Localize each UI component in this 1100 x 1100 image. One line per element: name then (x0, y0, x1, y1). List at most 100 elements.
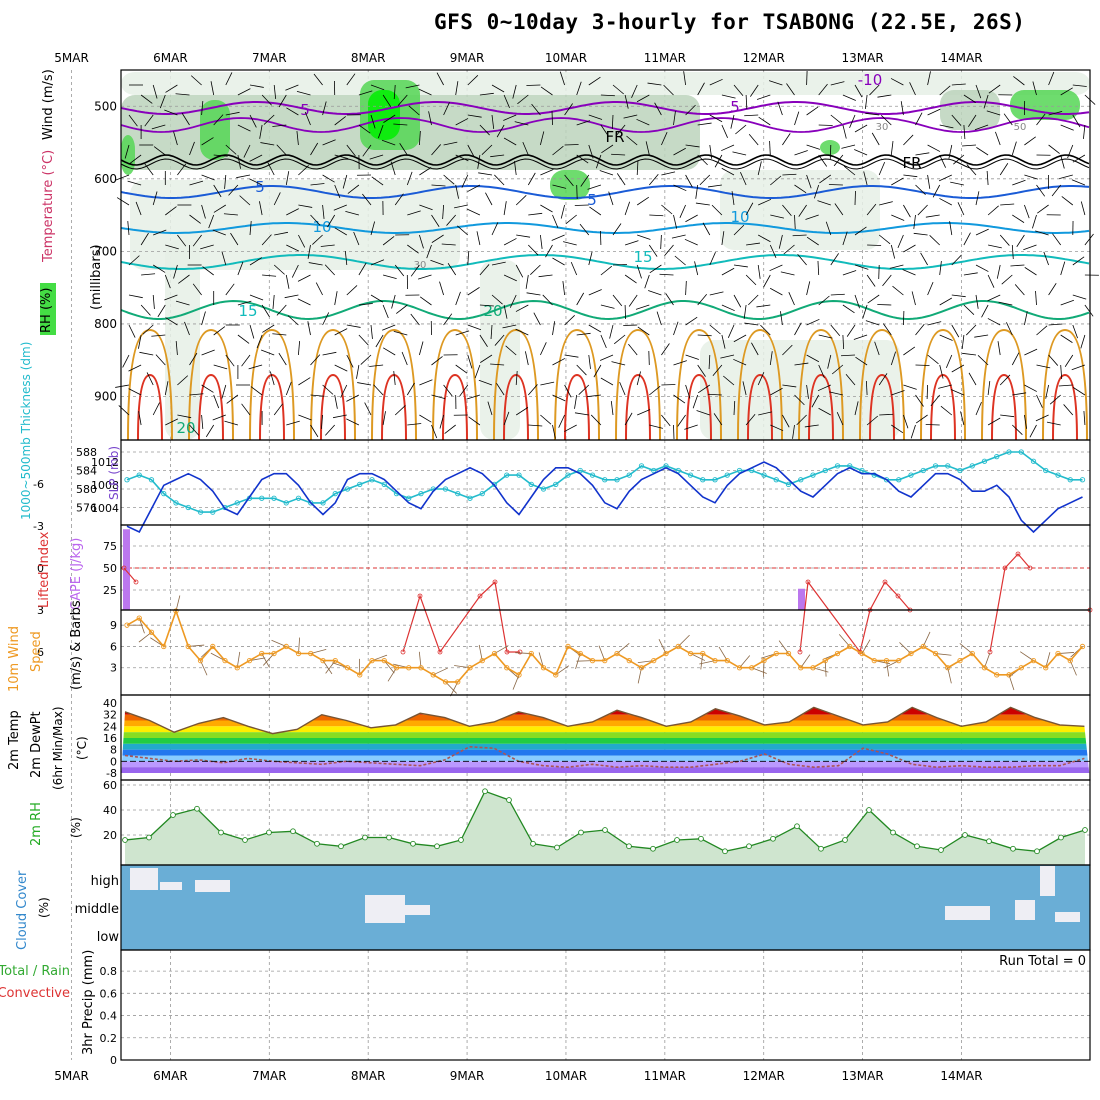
wind-barb (927, 144, 941, 152)
wind10m-barb (959, 643, 973, 654)
wind-barb (879, 413, 894, 416)
wind-barb (530, 264, 541, 276)
wind-barb (777, 101, 783, 116)
rh-point (1058, 834, 1064, 841)
wind-barb (490, 363, 505, 366)
wind-barb (782, 173, 797, 176)
thickness-point (553, 481, 559, 488)
wind-barb (419, 131, 421, 146)
wind10m-barb (1057, 652, 1074, 654)
wind-barb (503, 304, 508, 319)
date-label-top: 13MAR (841, 51, 883, 65)
wind-barb (259, 201, 263, 216)
wind-barb (1084, 233, 1094, 246)
wind-barb (661, 204, 673, 215)
wind-barb (164, 294, 178, 301)
wind10m-barb (861, 639, 871, 654)
wind10m-barb (884, 660, 899, 669)
wind-barb (825, 221, 832, 236)
pressure-tick-label: 800 (94, 317, 117, 331)
wind10m-point (565, 643, 571, 650)
rh-point (650, 845, 656, 852)
wind-barb (957, 202, 965, 216)
wind-barb (129, 154, 142, 164)
li-line (124, 554, 1090, 652)
wind-barb (272, 333, 287, 336)
wind-barb (757, 372, 765, 386)
wind-barb (927, 354, 939, 365)
wind10m-barb (200, 660, 208, 676)
cape-axis-label: CAPE (J/kg) (69, 538, 84, 610)
rh-point (386, 834, 392, 841)
rh-point (290, 828, 296, 835)
wind-barb (165, 418, 179, 426)
li-point (1027, 565, 1033, 571)
rh-point (434, 843, 440, 850)
wind-barb (552, 394, 566, 402)
wind-barb (491, 84, 505, 93)
wind-barb (963, 94, 976, 103)
wind-barb (201, 349, 215, 356)
contour-25c (737, 328, 783, 441)
wind-barb (1080, 201, 1086, 216)
wind-barb (177, 163, 187, 176)
wind-barb (322, 351, 337, 356)
wind-barb (382, 324, 396, 331)
contour-freezing-level (120, 154, 1090, 166)
wind-barb (600, 265, 613, 276)
wind-barb (903, 204, 911, 218)
wind-barb (806, 236, 819, 246)
wind-barb (1072, 387, 1086, 396)
wind-barb (369, 154, 384, 160)
wind-barb (745, 202, 754, 216)
wind-barb (744, 322, 759, 326)
wind-barb (1012, 424, 1023, 436)
wind-barb (1048, 71, 1055, 86)
wind-barb (346, 144, 356, 157)
wind10m-tick-label: 6 (110, 640, 117, 653)
wind-barb (177, 414, 192, 419)
temp-bands (121, 707, 1090, 773)
wind-barb (939, 154, 946, 168)
thickness-point (295, 495, 302, 501)
wind-barb (256, 334, 263, 349)
panel-frame (120, 609, 1091, 696)
wind-barb (612, 294, 623, 307)
wind-barb (576, 332, 591, 336)
precip-tick-label: 0.6 (100, 987, 118, 1000)
wind-barb (1063, 404, 1074, 416)
wind10m-barb (515, 652, 532, 654)
wind-barb (564, 354, 579, 358)
wind-barb (370, 259, 385, 266)
wind10m-point (197, 657, 204, 664)
rh-tick-label: 20 (103, 829, 117, 842)
wind-barb (152, 84, 158, 99)
wind-barb (769, 244, 777, 258)
wind-barb (262, 274, 277, 277)
precip-tick-label: 0 (110, 1054, 117, 1067)
wind-barb (707, 393, 722, 396)
contour-label: FR (605, 128, 624, 146)
wind-barb (1048, 110, 1063, 116)
wind-barb (443, 313, 453, 326)
wind-barb (116, 197, 130, 206)
wind-barb (298, 377, 311, 386)
wind-barb (968, 114, 977, 127)
wind-barb (502, 324, 517, 329)
wind-barb (951, 83, 966, 86)
wind-barb (709, 291, 724, 296)
wind10m-barb (1020, 651, 1034, 661)
wind-barb (447, 263, 457, 276)
li-point (477, 593, 483, 599)
wind-barb (467, 114, 482, 118)
wind-barb (146, 372, 154, 386)
wind10m-point (675, 643, 681, 650)
wind-barb (127, 221, 130, 236)
wind-barb (478, 172, 493, 176)
wind10m-barb (445, 681, 457, 694)
rh-point (938, 847, 944, 853)
wind-barb (981, 304, 989, 318)
wind-barb (340, 384, 348, 398)
wind10m-line (126, 608, 1084, 683)
wind-barb (939, 85, 951, 96)
